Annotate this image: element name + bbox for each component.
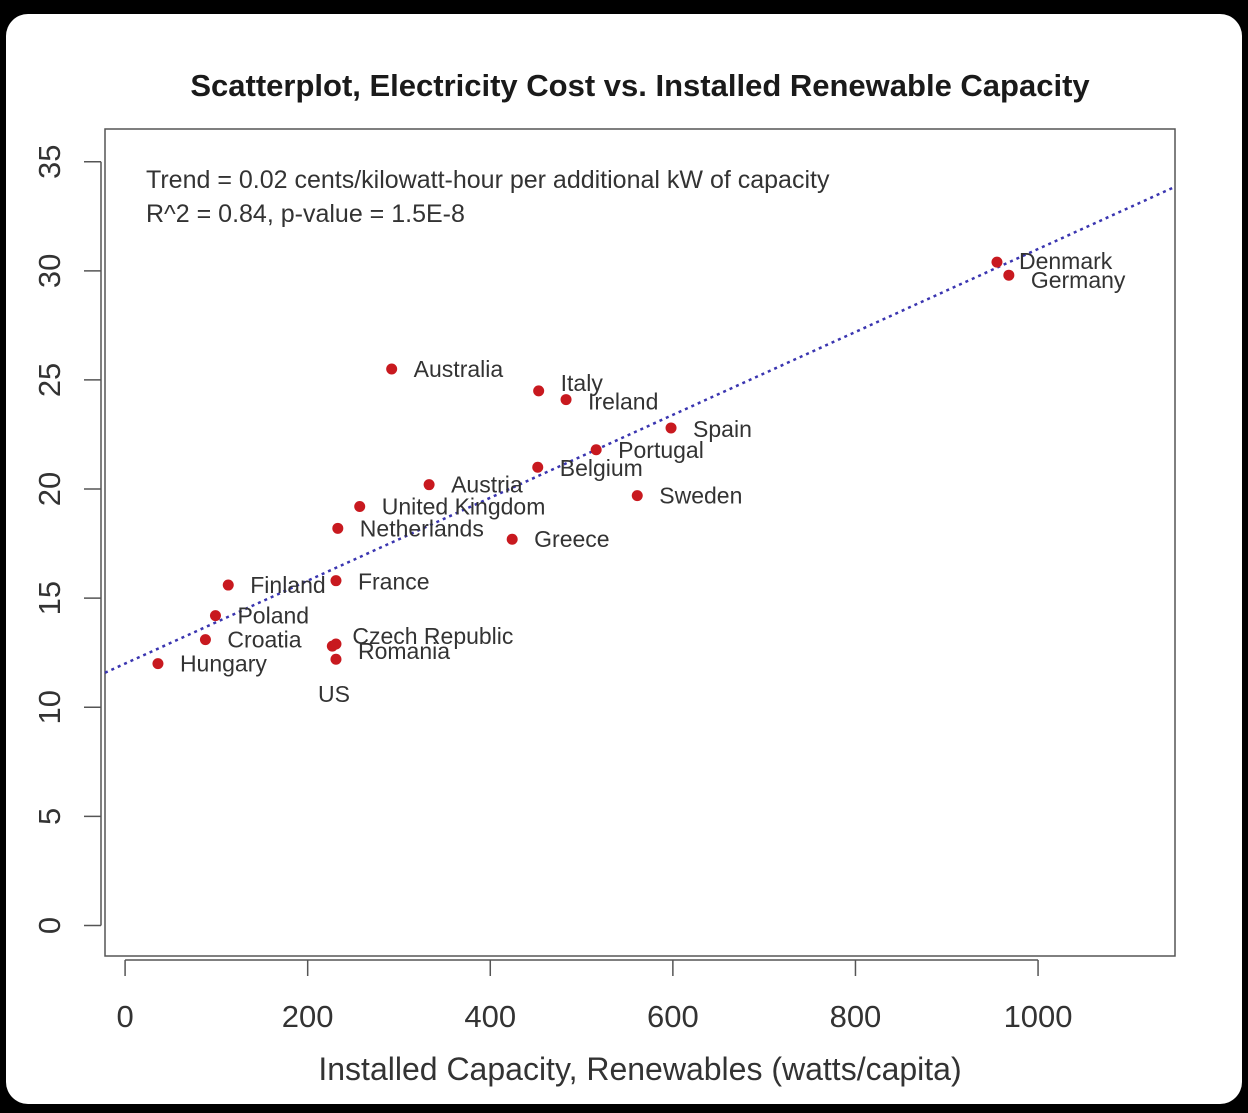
point-label: Belgium xyxy=(560,455,643,481)
chart-panel xyxy=(6,14,1242,1104)
data-point xyxy=(199,634,211,646)
r-squared-annotation: R^2 = 0.84, p-value = 1.5E-8 xyxy=(146,200,465,228)
data-points xyxy=(152,256,1015,670)
point-label: Hungary xyxy=(180,651,267,677)
point-label: Germany xyxy=(1031,267,1126,293)
point-label: Netherlands xyxy=(360,515,484,541)
point-label: France xyxy=(358,569,430,595)
y-tick-label: 15 xyxy=(32,581,67,615)
y-tick-label: 0 xyxy=(32,917,67,934)
trend-line xyxy=(104,185,1176,674)
data-point xyxy=(1003,269,1015,281)
point-label: Denmark xyxy=(1019,248,1113,274)
point-label: Portugal xyxy=(618,437,704,463)
trend-line-group xyxy=(104,185,1176,674)
data-point xyxy=(330,653,342,665)
data-point xyxy=(631,490,643,502)
point-label: Greece xyxy=(534,526,609,552)
x-tick-label: 200 xyxy=(282,999,334,1034)
trend-annotation: Trend = 0.02 cents/kilowatt-hour per add… xyxy=(146,166,830,194)
y-tick-label: 5 xyxy=(32,808,67,825)
point-label: Poland xyxy=(237,603,309,629)
data-point xyxy=(991,256,1003,268)
data-point xyxy=(665,422,677,434)
data-point xyxy=(354,500,366,512)
data-point xyxy=(330,575,342,587)
point-label: Italy xyxy=(561,370,604,396)
y-axis: 0 5 10 15 20 25 30 35 xyxy=(32,144,102,934)
point-label: Austria xyxy=(451,472,523,498)
y-tick-label: 10 xyxy=(32,690,67,724)
y-tick-label: 30 xyxy=(32,254,67,288)
data-point xyxy=(152,658,164,670)
point-label: Czech Republic xyxy=(352,623,513,649)
data-point xyxy=(590,444,602,456)
x-axis-label: Installed Capacity, Renewables (watts/ca… xyxy=(318,1051,961,1087)
data-point xyxy=(506,533,518,545)
x-tick-label: 600 xyxy=(647,999,699,1034)
point-label: Finland xyxy=(250,572,325,598)
point-label: Romania xyxy=(358,638,450,664)
data-point xyxy=(330,638,342,650)
data-point xyxy=(386,363,398,375)
y-tick-label: 25 xyxy=(32,363,67,397)
y-tick-label: 20 xyxy=(32,472,67,506)
data-point xyxy=(332,522,344,534)
point-label: United Kingdom xyxy=(382,493,546,519)
x-axis: 0 200 400 600 800 1000 xyxy=(116,959,1073,1034)
point-label: Spain xyxy=(693,416,752,442)
data-point xyxy=(533,385,545,397)
x-tick-label: 400 xyxy=(464,999,516,1034)
point-label: Australia xyxy=(414,356,504,382)
point-label: US xyxy=(318,681,350,707)
point-label: Croatia xyxy=(227,627,301,653)
chart-title: Scatterplot, Electricity Cost vs. Instal… xyxy=(190,68,1090,103)
data-point xyxy=(209,610,221,622)
plot-area-border xyxy=(104,128,1176,957)
data-point xyxy=(222,579,234,591)
point-label: Ireland xyxy=(588,389,658,415)
point-label: Sweden xyxy=(659,483,742,509)
data-point xyxy=(532,461,544,473)
y-tick-label: 35 xyxy=(32,144,67,178)
x-tick-label: 1000 xyxy=(1004,999,1073,1034)
data-point xyxy=(423,479,435,491)
x-tick-label: 0 xyxy=(116,999,133,1034)
data-point xyxy=(560,394,572,406)
x-tick-label: 800 xyxy=(830,999,882,1034)
